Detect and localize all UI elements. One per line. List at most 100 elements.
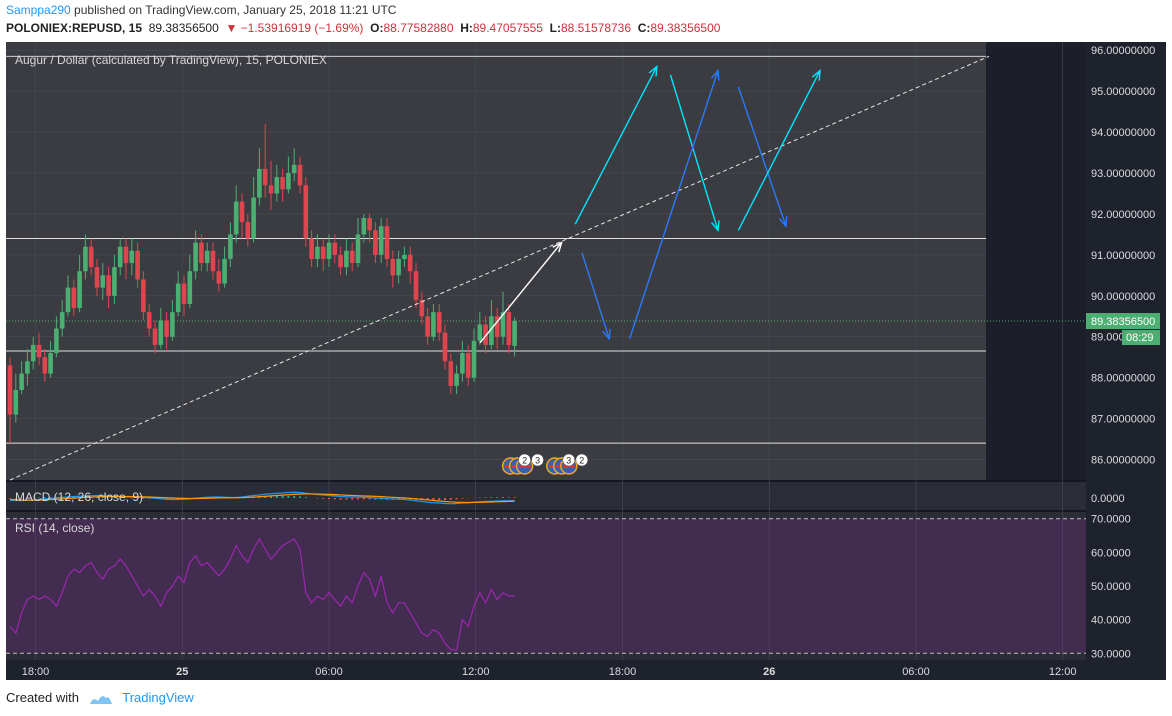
price-tick-label: 93.00000000 [1091,168,1155,180]
candle [373,222,378,264]
time-tick-label: 06:00 [315,666,343,678]
macd-histogram-bar [368,498,371,500]
low-label: L: [549,21,561,35]
candle [83,234,88,280]
candle [483,316,488,354]
candle [146,303,152,337]
candle [19,361,24,395]
price-axis[interactable] [1086,42,1166,680]
macd-histogram-bar [101,497,104,498]
candle [303,177,309,247]
candle [402,246,407,268]
candle [100,263,106,300]
macd-histogram-bar [304,497,307,498]
candle [378,218,384,264]
macd-histogram-bar [328,498,330,500]
candle [228,222,233,268]
macd-histogram-bar [484,497,487,498]
rsi-label: RSI (14, close) [15,521,94,535]
candle [442,324,448,370]
candle [152,320,158,354]
macd-line [9,491,515,505]
candle [36,332,42,366]
macd-histogram-bar [293,495,296,498]
svg-text:2: 2 [579,456,584,466]
macd-histogram-bar [426,498,429,501]
candle [477,312,483,345]
candle [425,308,430,345]
price-change: ▼ −1.53916919 (−1.69%) [225,21,364,35]
trend-line[interactable] [9,55,990,481]
price-tick-label: 96.00000000 [1091,45,1155,57]
macd-histogram-bar [513,497,516,498]
macd-histogram-bar [136,498,139,499]
macd-label: MACD (12, 26, close, 9) [15,490,143,504]
time-tick-label: 18:00 [609,666,637,678]
candle [344,238,349,276]
projection-arrow[interactable] [737,69,821,231]
candle [204,242,210,272]
candle [65,275,71,317]
candle [332,234,338,264]
last-price-tag [1086,313,1160,330]
author-link[interactable]: Samppa290 [6,3,71,17]
candle [465,344,471,386]
macd-histogram-bar [49,497,52,498]
macd-histogram-bar [449,498,452,500]
candle [454,365,459,395]
candle [48,340,53,378]
macd-histogram-bar [496,497,499,498]
candle [233,185,239,243]
macd-histogram-bar [9,498,11,499]
candle [326,234,332,268]
candle [268,160,274,210]
candle [245,213,251,247]
time-tick-label: 25 [176,666,188,678]
price-tick-label: 88.00000000 [1091,373,1155,385]
macd-histogram-bar [345,498,348,500]
candle [512,317,517,357]
svg-text:2: 2 [522,456,527,466]
macd-histogram-bar [142,498,145,499]
publish-line: Samppa290 published on TradingView.com, … [6,3,396,17]
candle [77,254,82,313]
projection-arrow[interactable] [574,64,658,225]
candle [199,234,204,272]
candle [88,238,94,276]
candle [216,258,222,292]
candle [170,299,175,341]
projection-arrow[interactable] [479,241,563,344]
projection-arrow[interactable] [628,68,720,339]
candle [315,234,320,268]
rsi-band [6,518,1086,654]
svg-text:3: 3 [566,456,571,466]
macd-histogram-bar [55,496,58,498]
projection-arrow[interactable] [581,252,611,341]
tradingview-link[interactable]: TradingView [122,690,194,705]
time-axis[interactable] [6,660,1086,680]
last-price: 89.38356500 [148,21,219,35]
candle [13,373,19,423]
macd-pane[interactable] [6,482,1086,510]
macd-histogram-bar [20,498,23,499]
candle [286,156,291,194]
low-value: 88.51578736 [560,21,632,35]
macd-histogram-bar [72,496,75,498]
macd-histogram-bar [461,498,464,499]
macd-histogram-bar [38,497,40,498]
rsi-pane[interactable] [6,512,1086,660]
projection-arrow[interactable] [669,74,720,233]
projection-arrow[interactable] [737,86,788,228]
candle [291,148,297,182]
rsi-tick-label: 60.0000 [1091,547,1131,559]
macd-histogram-bar [357,498,359,500]
candle [407,246,413,284]
macd-histogram-bar [43,497,46,498]
candle [257,148,262,206]
candle [135,242,140,288]
price-tick-label: 87.00000000 [1091,414,1155,426]
countdown-tag [1122,330,1160,346]
